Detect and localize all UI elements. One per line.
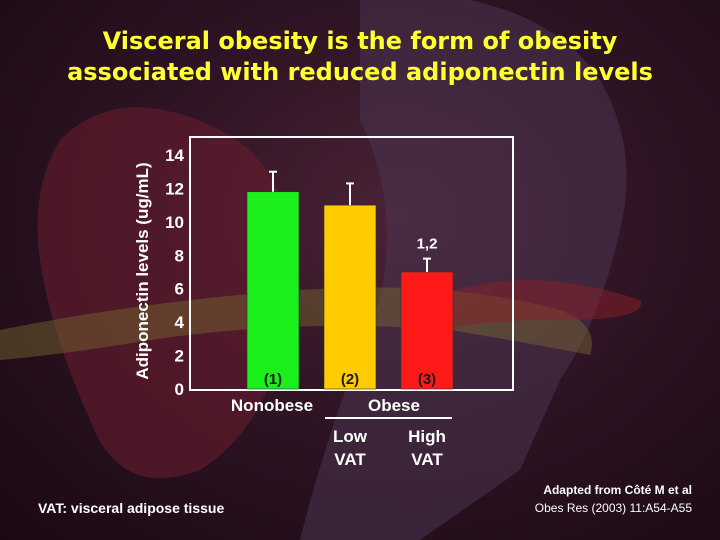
y-axis-label: Adiponectin levels (ug/mL)	[133, 162, 152, 379]
y-tick-label: 2	[175, 347, 184, 366]
red-tape-loop	[430, 280, 641, 330]
group-label-obese: Obese	[368, 396, 420, 415]
subgroup-high-line1: High	[408, 427, 446, 446]
group-label-nonobese: Nonobese	[231, 396, 313, 415]
heart-silhouette	[37, 107, 292, 479]
subgroup-low-line1: Low	[333, 427, 368, 446]
citation: Adapted from Côté M et al Obes Res (2003…	[535, 481, 692, 517]
y-tick-label: 4	[175, 313, 185, 332]
y-tick-label: 10	[165, 213, 184, 232]
bar-category-label: (2)	[341, 371, 359, 388]
bar-category-label: (3)	[418, 371, 436, 388]
figure-silhouette	[300, 0, 627, 540]
footnote-vat: VAT: visceral adipose tissue	[38, 500, 225, 516]
y-tick-label: 14	[165, 146, 184, 165]
significance-label: 1,2	[417, 236, 438, 253]
citation-line-1: Adapted from Côté M et al	[543, 483, 692, 497]
citation-line-2: Obes Res (2003) 11:A54-A55	[534, 501, 692, 515]
y-tick-label: 12	[165, 179, 184, 198]
title-line-2: associated with reduced adiponectin leve…	[67, 58, 653, 86]
bar	[246, 191, 300, 390]
subgroup-high-line2: VAT	[411, 450, 443, 469]
bar-category-label: (1)	[264, 371, 282, 388]
plot-area	[189, 136, 514, 391]
bar	[400, 271, 454, 390]
y-tick-label: 6	[175, 280, 184, 299]
title-line-1: Visceral obesity is the form of obesity	[102, 27, 618, 55]
y-tick-label: 8	[175, 246, 184, 265]
bar	[323, 204, 377, 390]
subgroup-low-line2: VAT	[334, 450, 366, 469]
y-tick-label: 0	[175, 380, 184, 399]
slide-title: Visceral obesity is the form of obesity …	[0, 26, 720, 88]
